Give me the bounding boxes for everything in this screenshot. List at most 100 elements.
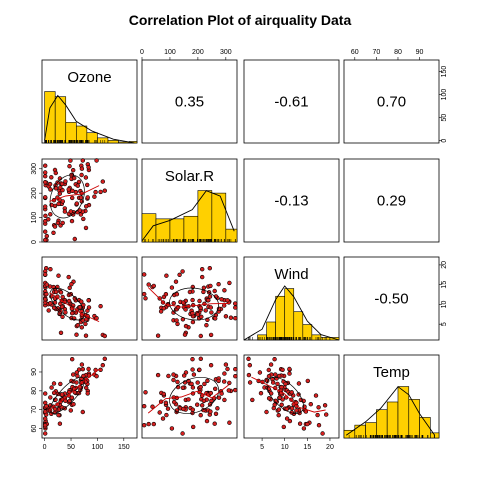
scatter-point bbox=[175, 379, 180, 385]
hist-bar bbox=[386, 401, 399, 439]
hist-bar bbox=[275, 295, 286, 341]
scatter-point bbox=[157, 410, 162, 415]
correlation-value: -0.13 bbox=[274, 193, 308, 210]
scatter-point bbox=[169, 285, 175, 290]
axis-right-Ozone: 0 50 100 150 bbox=[439, 66, 448, 143]
scatter-point bbox=[296, 392, 301, 397]
axis-bottom-Ozone: 0 50 100 150 bbox=[43, 438, 130, 451]
scatter-point bbox=[42, 170, 48, 175]
scatter-point bbox=[198, 333, 204, 339]
scatter-point bbox=[208, 363, 214, 368]
scatter-point bbox=[94, 374, 99, 379]
correlation-value: 0.70 bbox=[377, 94, 406, 111]
scatter-point bbox=[86, 305, 92, 310]
scatter-point bbox=[219, 297, 224, 302]
scatter-point bbox=[197, 367, 202, 372]
scatter-point bbox=[142, 404, 147, 409]
tick-label: 70 bbox=[372, 49, 380, 56]
scatter-point bbox=[83, 204, 89, 209]
scatter-point bbox=[294, 408, 299, 413]
scatter-point bbox=[143, 296, 148, 301]
scatter-point bbox=[60, 199, 65, 204]
scatter-point bbox=[160, 416, 166, 421]
scatter-point bbox=[322, 403, 328, 408]
scatter-point bbox=[283, 381, 288, 387]
scatter-point bbox=[181, 406, 186, 412]
scatter-point bbox=[155, 372, 161, 378]
tick-label: 50 bbox=[441, 114, 448, 122]
scatter-point bbox=[169, 426, 175, 431]
scatter-point bbox=[98, 367, 103, 372]
scatter-point bbox=[98, 304, 103, 309]
scatter-point bbox=[175, 321, 180, 327]
scatter-point bbox=[67, 164, 72, 169]
scatter-point bbox=[190, 385, 196, 390]
scatter-point bbox=[78, 195, 84, 200]
scatter-point bbox=[190, 311, 195, 316]
scatter-point bbox=[71, 402, 76, 407]
scatter-point bbox=[57, 421, 63, 426]
tick-label: 0 bbox=[140, 49, 144, 56]
correlation-ellipse bbox=[266, 376, 304, 414]
axis-top-Temp: 60 70 80 90 bbox=[351, 49, 424, 60]
scatter-point bbox=[58, 381, 63, 387]
scatter-point bbox=[225, 298, 230, 303]
scatter-point bbox=[69, 395, 75, 400]
panel-frame bbox=[343, 59, 440, 144]
scatter-point bbox=[83, 321, 88, 327]
scatter-point bbox=[63, 179, 68, 184]
scatter-point bbox=[246, 372, 252, 378]
variable-label: Solar.R bbox=[165, 168, 214, 185]
scatter-point bbox=[59, 392, 65, 397]
scatter-point bbox=[207, 294, 213, 299]
scatter-point bbox=[67, 285, 72, 290]
scatter-point bbox=[227, 420, 232, 425]
scatter-point bbox=[142, 291, 147, 297]
panel-frame bbox=[343, 256, 440, 341]
panel-frame bbox=[141, 256, 238, 341]
hist-bar bbox=[376, 409, 388, 439]
tick-label: 70 bbox=[31, 406, 38, 414]
scatter-point bbox=[58, 290, 64, 295]
hist-bar bbox=[293, 311, 304, 341]
scatter-point bbox=[305, 378, 310, 384]
scatter-point bbox=[66, 187, 71, 192]
scatter-point bbox=[207, 402, 213, 407]
scatter-point bbox=[180, 385, 186, 390]
panel-Ozone-Wind: -0.61 bbox=[243, 59, 340, 144]
correlation-value: 0.35 bbox=[175, 94, 204, 111]
scatter-point bbox=[247, 380, 253, 385]
scatter-point bbox=[279, 402, 284, 407]
tick-label: 300 bbox=[31, 163, 38, 175]
tick-label: 15 bbox=[303, 444, 311, 451]
scatter-point bbox=[46, 308, 51, 313]
scatter-point bbox=[86, 298, 91, 303]
scatter-point bbox=[42, 431, 48, 436]
scatter-point bbox=[49, 385, 54, 390]
axis-top-Solar.R: 0 100 200 300 bbox=[140, 49, 232, 60]
scatter-point bbox=[226, 388, 232, 393]
scatter-point bbox=[70, 168, 76, 173]
scatter-point bbox=[68, 408, 74, 413]
scatter-point bbox=[198, 305, 203, 311]
scatter-point bbox=[201, 398, 207, 404]
scatter-point bbox=[266, 367, 271, 373]
scatter-point bbox=[63, 398, 68, 403]
scatter-point bbox=[142, 272, 147, 277]
scatter-point bbox=[59, 304, 65, 310]
smooth-line bbox=[251, 376, 326, 413]
scatter-point bbox=[257, 370, 263, 375]
smooth-line bbox=[147, 287, 229, 308]
scatter-point bbox=[44, 233, 49, 239]
scatter-point bbox=[57, 191, 62, 196]
scatter-point bbox=[213, 411, 219, 416]
scatter-point bbox=[250, 397, 255, 403]
scatter-point bbox=[69, 311, 75, 316]
scatter-point bbox=[200, 403, 205, 408]
scatter-point bbox=[207, 266, 213, 271]
scatter-point bbox=[289, 390, 294, 395]
scatter-point bbox=[48, 212, 53, 217]
scatter-point bbox=[80, 367, 86, 372]
scatter-point bbox=[161, 391, 167, 397]
scatter-point bbox=[287, 366, 292, 372]
